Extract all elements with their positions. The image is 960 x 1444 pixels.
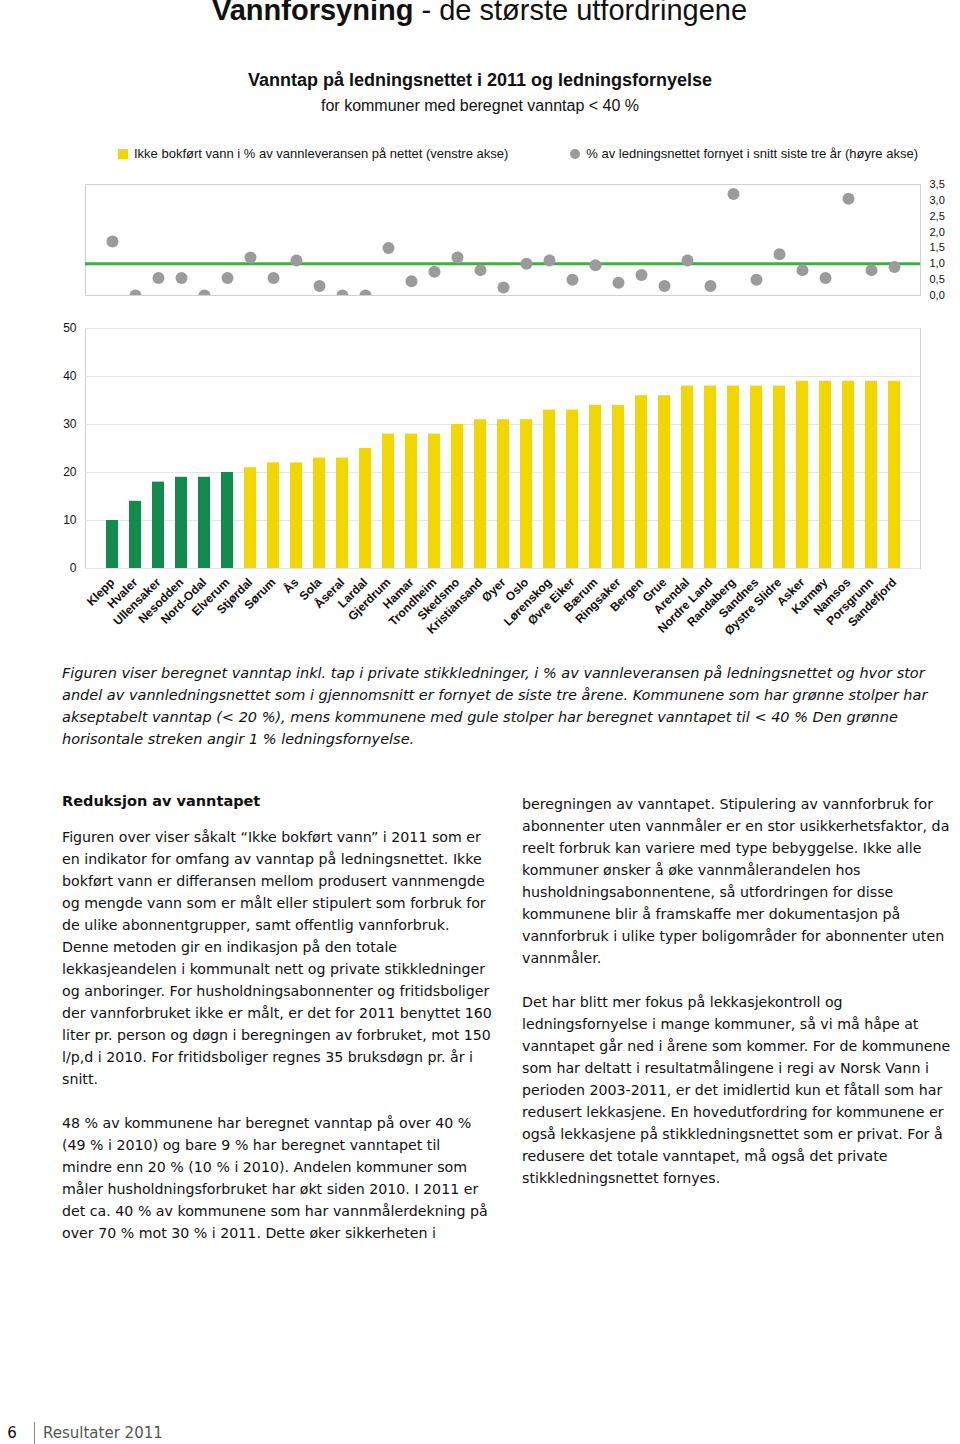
- svg-text:40: 40: [63, 369, 77, 383]
- svg-text:Stjørdal: Stjørdal: [213, 575, 256, 617]
- html-text:for kommuner med beregnet vann: for kommuner med beregnet vanntap < 40 %: [321, 97, 639, 114]
- svg-text:Sørum: Sørum: [242, 575, 279, 612]
- svg-text:Asker: Asker: [773, 575, 808, 609]
- svg-text:Sandnes: Sandnes: [716, 575, 762, 621]
- html-text:6: 6: [7, 1424, 17, 1442]
- svg-text:Oslo: Oslo: [502, 575, 532, 604]
- html-text:Figuren over viser såkalt “Ikk: Figuren over viser såkalt “Ikke bokført …: [62, 829, 492, 1087]
- svg-text:Nord-Odal: Nord-Odal: [157, 575, 210, 627]
- svg-text:Sola: Sola: [296, 575, 325, 604]
- svg-text:Gjerdrum: Gjerdrum: [345, 575, 394, 624]
- svg-text:0,0: 0,0: [930, 289, 945, 301]
- svg-text:Arendal: Arendal: [650, 575, 693, 617]
- svg-text:Elverum: Elverum: [188, 575, 233, 619]
- svg-text:Namsos: Namsos: [810, 575, 854, 619]
- svg-text:Hvaler: Hvaler: [104, 575, 141, 612]
- svg-text:Øvre Eiker: Øvre Eiker: [525, 575, 578, 628]
- svg-text:Randaberg: Randaberg: [684, 575, 739, 630]
- svg-text:Skedsmo: Skedsmo: [414, 575, 463, 623]
- svg-text:Nordre Land: Nordre Land: [655, 575, 716, 636]
- html-text:Reduksjon av vanntapet: Reduksjon av vanntapet: [62, 793, 261, 809]
- svg-text:Lørenskog: Lørenskog: [501, 575, 555, 629]
- svg-text:2,5: 2,5: [930, 210, 945, 222]
- svg-text:3,0: 3,0: [930, 194, 945, 206]
- svg-text:Grue: Grue: [639, 575, 670, 605]
- html-text:Ikke bokført vann i % av vannl: Ikke bokført vann i % av vannleveransen …: [134, 146, 509, 161]
- svg-text:Trondheim: Trondheim: [386, 575, 440, 629]
- svg-text:Bærum: Bærum: [560, 575, 601, 615]
- svg-text:10: 10: [63, 513, 77, 527]
- svg-text:Sandefjord: Sandefjord: [845, 575, 899, 629]
- svg-text:Bergen: Bergen: [607, 575, 647, 615]
- svg-text:Ringsaker: Ringsaker: [572, 575, 624, 627]
- svg-text:Ullensaker: Ullensaker: [110, 575, 164, 629]
- svg-text:Lardal: Lardal: [335, 575, 371, 611]
- svg-text:Hamar: Hamar: [380, 575, 417, 612]
- svg-text:Porsgrunn: Porsgrunn: [823, 575, 877, 629]
- svg-text:1,0: 1,0: [930, 257, 945, 269]
- svg-text:3,5: 3,5: [930, 178, 945, 190]
- svg-text:Karmøy: Karmøy: [788, 575, 831, 617]
- html-text:Det har blitt mer fokus på lek: Det har blitt mer fokus på lekkasjekontr…: [522, 994, 951, 1186]
- html-text:beregningen av vanntapet. Stip: beregningen av vanntapet. Stipulering av…: [522, 796, 950, 966]
- svg-text:Ås: Ås: [280, 575, 302, 596]
- html-text:Resultater 2011: Resultater 2011: [43, 1424, 163, 1442]
- svg-text:1,5: 1,5: [930, 241, 945, 253]
- html-text:% av ledningsnettet fornyet i: % av ledningsnettet fornyet i snitt sist…: [586, 146, 918, 161]
- svg-text:Åseral: Åseral: [311, 575, 348, 612]
- html-text:Vanntap på ledningsnettet i 20: Vanntap på ledningsnettet i 2011 og ledn…: [247, 70, 712, 90]
- svg-text:0,5: 0,5: [930, 273, 945, 285]
- html-text:Figuren viser beregnet vanntap: Figuren viser beregnet vanntap inkl. tap…: [62, 665, 928, 747]
- svg-text:Øyer: Øyer: [479, 575, 508, 604]
- svg-text:Nesodden: Nesodden: [135, 575, 187, 627]
- svg-text:Klepp: Klepp: [83, 575, 118, 609]
- svg-text:50: 50: [63, 321, 77, 335]
- svg-text:20: 20: [63, 465, 77, 479]
- svg-text:2,0: 2,0: [930, 226, 945, 238]
- svg-text:Øystre Slidre: Øystre Slidre: [722, 575, 785, 638]
- svg-text:0: 0: [70, 561, 77, 575]
- svg-text:30: 30: [63, 417, 77, 431]
- html-text:48 % av kommunene har beregnet: 48 % av kommunene har beregnet vanntap p…: [62, 1115, 488, 1241]
- svg-text:Kristiansand: Kristiansand: [424, 575, 485, 636]
